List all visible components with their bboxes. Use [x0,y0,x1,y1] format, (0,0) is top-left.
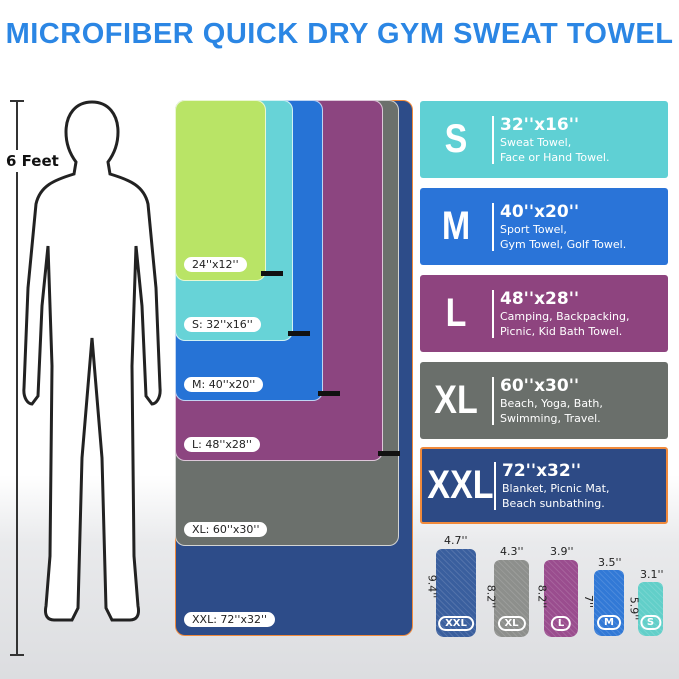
roll-s: S [638,582,663,636]
roll-height: 9.4'' [425,574,439,599]
roll-l: L [544,560,578,637]
roll-badge: XL [497,616,526,631]
roll-width: 3.5'' [598,556,622,569]
towel-m-label: M: 40''x20'' [184,377,264,392]
size-letter: XXL [427,463,494,507]
size-use: Face or Hand Towel. [500,150,610,164]
size-card-l: L 48''x28'' Camping, Backpacking, Picnic, … [420,275,668,352]
brand-tag [288,331,310,336]
height-line [16,100,18,656]
size-dims: 40''x20'' [500,201,580,222]
height-cap-bottom [10,654,24,656]
towel-xxl-label: XXL: 72''x32'' [184,612,276,627]
size-letter: L [445,291,467,335]
size-card-xxl: XXL 72''x32'' Blanket, Picnic Mat, Beach s… [420,447,668,524]
roll-width: 3.1'' [640,568,664,581]
roll-height: 8.2'' [484,584,498,609]
size-use: Gym Towel, Golf Towel. [500,237,627,251]
brand-tag [378,451,400,456]
person-silhouette-icon [22,100,162,622]
roll-badge: XXL [438,616,474,631]
roll-width: 4.7'' [444,534,468,547]
roll-height: 5.9'' [627,596,641,621]
roll-width: 4.3'' [500,545,524,558]
size-use: Camping, Backpacking, [500,309,630,323]
roll-xxl: XXL [436,549,476,637]
size-dims: 32''x16'' [500,114,580,135]
size-letter: M [441,204,471,248]
size-card-xl: XL 60''x30'' Beach, Yoga, Bath, Swimming, … [420,362,668,439]
size-use: Beach, Yoga, Bath, [500,396,603,410]
size-use: Sweat Towel, [500,135,572,149]
towel-small-label: 24''x12'' [184,257,247,272]
size-use: Picnic, Kid Bath Towel. [500,324,623,338]
height-cap-top [10,100,24,102]
size-card-m: M 40''x20'' Sport Towel, Gym Towel, Golf T… [420,188,668,265]
roll-width: 3.9'' [550,545,574,558]
height-label: 6 Feet [6,150,59,172]
size-letter: XL [434,378,478,422]
size-dims: 72''x32'' [502,460,582,481]
roll-badge: S [639,615,662,630]
brand-tag [318,391,340,396]
roll-badge: L [550,616,572,631]
roll-m: M [594,570,624,636]
towel-l-label: L: 48''x28'' [184,437,260,452]
roll-height: 7'' [582,594,596,609]
roll-height: 8.2'' [535,584,549,609]
size-card-s: S 32''x16'' Sweat Towel, Face or Hand Towe… [420,101,668,178]
brand-tag [261,271,283,276]
size-letter: S [444,117,468,161]
roll-badge: M [597,615,621,630]
size-use: Blanket, Picnic Mat, [502,481,610,495]
page-title: MICROFIBER QUICK DRY GYM SWEAT TOWEL [5,18,674,50]
towel-small: 24''x12'' [175,100,283,281]
towel-xl-label: XL: 60''x30'' [184,522,268,537]
towel-s-label: S: 32''x16'' [184,317,261,332]
size-use: Sport Towel, [500,222,567,236]
size-use: Beach sunbathing. [502,496,605,510]
size-use: Swimming, Travel. [500,411,601,425]
size-dims: 60''x30'' [500,375,580,396]
roll-xl: XL [494,560,529,637]
size-dims: 48''x28'' [500,288,580,309]
